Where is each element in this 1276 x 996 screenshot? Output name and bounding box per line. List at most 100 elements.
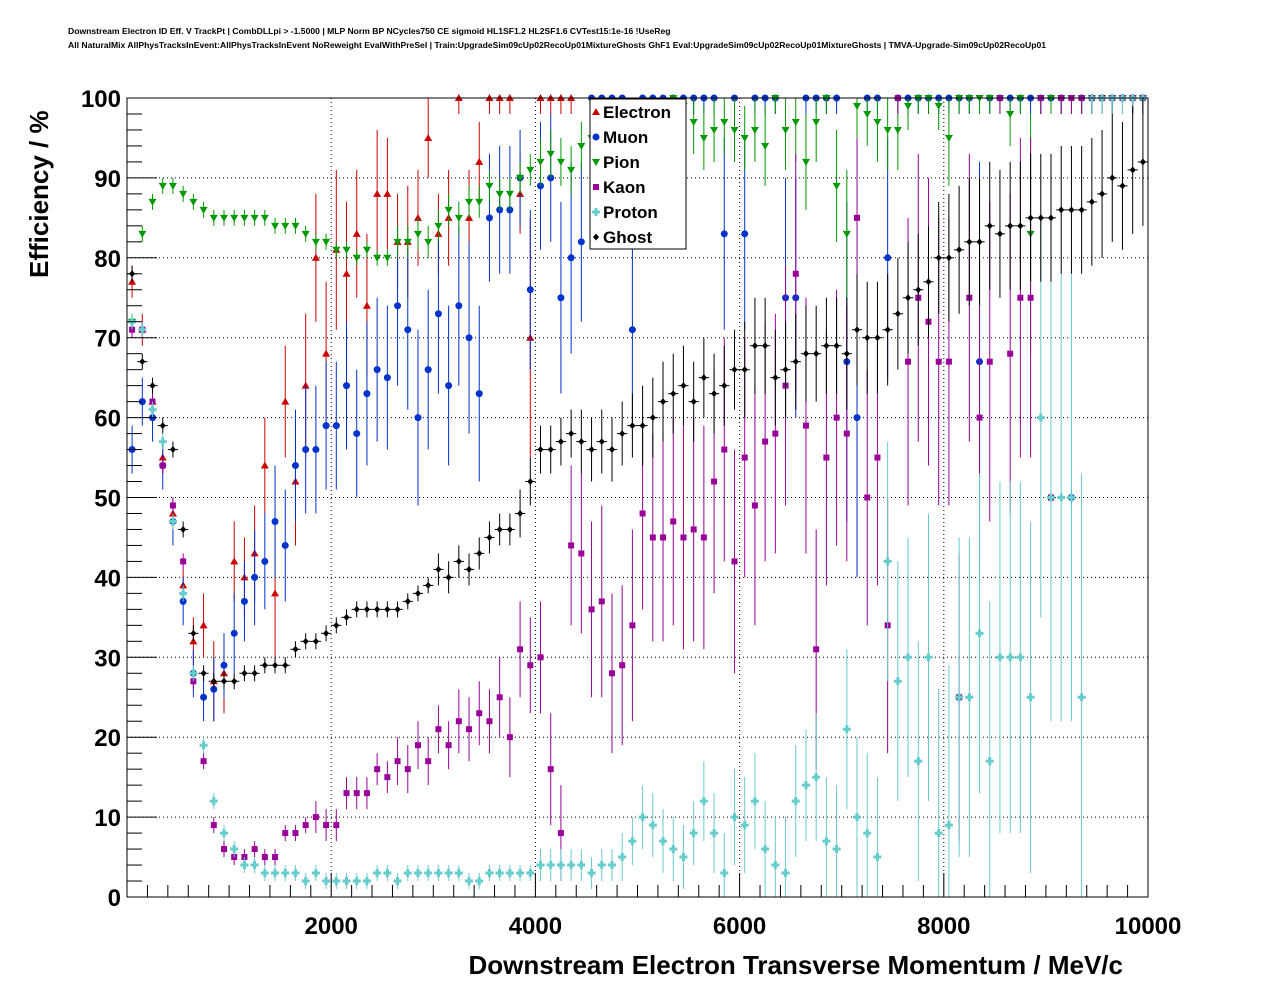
data-point <box>505 190 514 198</box>
data-point <box>374 766 381 773</box>
data-point <box>292 830 299 837</box>
data-point <box>445 382 453 390</box>
data-point <box>568 542 575 549</box>
data-point <box>843 350 850 358</box>
data-point <box>731 366 738 374</box>
data-point <box>883 557 892 566</box>
data-point <box>496 525 503 533</box>
data-point <box>1007 350 1014 357</box>
data-point <box>260 214 269 222</box>
data-point <box>832 845 841 854</box>
data-point <box>904 102 913 110</box>
data-point <box>302 637 309 645</box>
data-point <box>699 797 708 806</box>
data-point <box>527 478 534 486</box>
data-point <box>476 710 483 717</box>
data-point <box>608 670 615 677</box>
data-point <box>700 374 707 382</box>
data-point <box>486 718 493 725</box>
data-point <box>771 861 780 870</box>
data-point <box>689 118 698 126</box>
data-point <box>1036 413 1045 422</box>
data-point <box>434 869 443 878</box>
data-point <box>1109 174 1116 182</box>
data-point <box>322 422 330 430</box>
data-point <box>333 822 340 829</box>
data-point <box>180 525 187 533</box>
data-point <box>220 677 227 685</box>
data-point <box>955 693 964 702</box>
data-point <box>567 166 576 174</box>
data-point <box>261 661 268 669</box>
data-point <box>680 534 687 541</box>
data-point <box>649 534 656 541</box>
data-point <box>792 358 799 366</box>
legend-label-kaon: Kaon <box>603 178 646 197</box>
data-point <box>332 877 341 886</box>
data-point <box>281 397 290 405</box>
x-axis-label: Downstream Electron Transverse Momentum … <box>468 950 1123 980</box>
data-point <box>414 589 421 597</box>
data-point <box>680 382 687 390</box>
data-point <box>915 286 922 294</box>
data-point <box>1057 493 1066 502</box>
data-point <box>475 390 483 398</box>
data-point <box>476 549 483 557</box>
data-point <box>537 446 544 454</box>
data-point <box>291 869 300 878</box>
data-point <box>1068 206 1075 214</box>
data-point <box>556 861 565 870</box>
data-point <box>199 206 208 214</box>
data-point <box>485 869 494 878</box>
data-point <box>169 502 176 509</box>
data-point <box>813 350 820 358</box>
data-point <box>352 877 361 886</box>
data-point <box>292 645 299 653</box>
data-point <box>466 726 473 733</box>
data-point <box>363 605 370 613</box>
data-point <box>444 206 453 214</box>
data-point <box>598 438 605 446</box>
data-point <box>230 845 239 854</box>
data-point <box>772 374 779 382</box>
y-tick-label: 10 <box>94 805 121 832</box>
data-point <box>189 198 198 206</box>
y-tick-label: 80 <box>94 246 121 273</box>
data-point <box>577 238 585 246</box>
data-point <box>546 861 555 870</box>
data-point <box>404 766 411 773</box>
y-tick-label: 30 <box>94 645 121 672</box>
data-point <box>526 166 535 174</box>
data-point <box>403 238 412 246</box>
data-point <box>751 342 758 350</box>
data-point <box>413 230 422 238</box>
data-point <box>190 629 197 637</box>
data-point <box>139 358 146 366</box>
x-tick-label: 10000 <box>1115 913 1182 940</box>
data-point <box>639 422 646 430</box>
data-point <box>935 358 942 365</box>
y-axis-label: Efficiency / % <box>24 110 54 278</box>
legend-label-electron: Electron <box>603 103 671 122</box>
data-point <box>975 629 984 638</box>
data-point <box>425 581 432 589</box>
y-tick-label: 50 <box>94 486 121 513</box>
data-point <box>454 869 463 878</box>
data-point <box>251 669 258 677</box>
data-point <box>893 677 902 686</box>
data-point <box>200 669 207 677</box>
data-point <box>394 302 402 310</box>
data-point <box>730 126 739 134</box>
data-point <box>353 430 361 438</box>
data-point <box>649 414 656 422</box>
data-point <box>762 342 769 350</box>
data-point <box>424 366 432 374</box>
series-proton <box>128 94 1147 897</box>
data-point <box>782 366 789 374</box>
data-point <box>986 222 993 230</box>
x-tick-label: 8000 <box>917 913 970 940</box>
data-point <box>628 837 637 846</box>
data-point <box>711 478 718 485</box>
data-point <box>302 822 309 829</box>
data-point <box>230 557 239 565</box>
